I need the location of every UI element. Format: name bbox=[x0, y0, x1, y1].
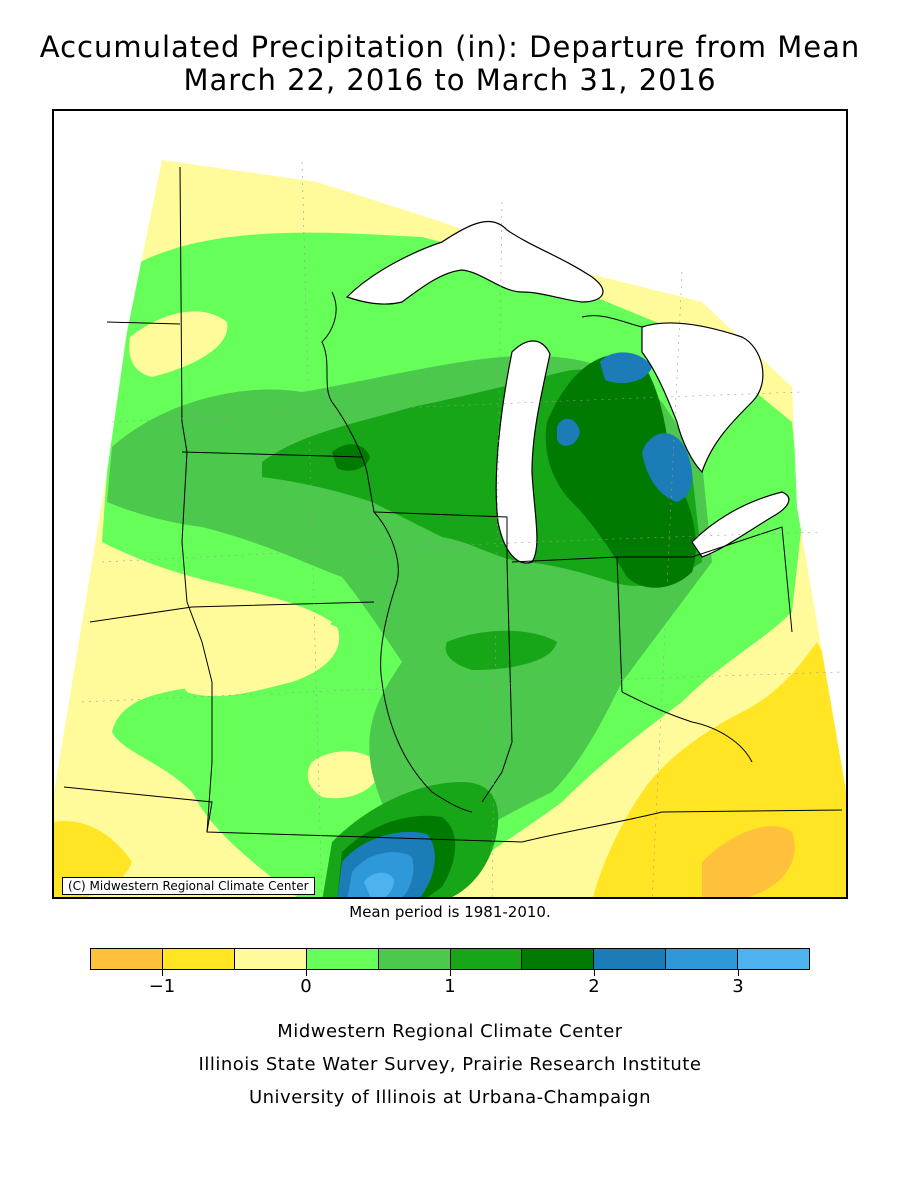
legend-swatch-7 bbox=[594, 949, 667, 969]
credit-uiuc: University of Illinois at Urbana-Champai… bbox=[248, 1087, 652, 1108]
green-zone-1.5-to-2-wi bbox=[332, 444, 370, 471]
credit-iswss: Illinois State Water Survey, Prairie Res… bbox=[198, 1054, 702, 1075]
legend-tick-0 bbox=[162, 970, 163, 976]
legend-swatch-1 bbox=[162, 949, 235, 969]
legend-tick-3 bbox=[594, 970, 595, 976]
orange-zone-minus-1-to-minus-1.5-ky bbox=[702, 826, 795, 897]
legend-tick-label-4: 3 bbox=[732, 976, 744, 997]
green-zone-1.5-to-2-mi bbox=[545, 354, 696, 588]
legend-tick-label-2: 1 bbox=[444, 976, 456, 997]
great-lakes bbox=[345, 220, 790, 564]
legend-swatch-3 bbox=[306, 949, 379, 969]
lake-huron bbox=[641, 322, 764, 474]
near-normal-pocket-mo bbox=[307, 751, 382, 799]
legend-tick-label-1: 0 bbox=[300, 976, 312, 997]
state-borders bbox=[63, 166, 843, 843]
legend-tick-label-3: 2 bbox=[588, 976, 600, 997]
legend-tick-2 bbox=[450, 970, 451, 976]
legend-tick-1 bbox=[306, 970, 307, 976]
legend-swatch-2 bbox=[234, 949, 307, 969]
lake-superior bbox=[345, 220, 604, 305]
green-zone-1-to-1.5-il bbox=[445, 630, 557, 670]
blue-zone-2-to-2.5-mi-thumb bbox=[642, 433, 693, 502]
credit-mrcc: Midwestern Regional Climate Center bbox=[277, 1021, 623, 1042]
legend-swatch-6 bbox=[522, 949, 595, 969]
legend-swatch-8 bbox=[666, 949, 739, 969]
legend-tick-4 bbox=[738, 970, 739, 976]
legend-swatch-4 bbox=[378, 949, 451, 969]
blue-zone-3-to-3.5-mo bbox=[364, 872, 394, 897]
near-normal-pocket-mn bbox=[129, 311, 228, 377]
color-legend bbox=[90, 948, 810, 970]
blue-zone-2-to-2.5-mi-north bbox=[600, 352, 652, 384]
lake-michigan bbox=[495, 340, 551, 564]
precipitation-map bbox=[54, 160, 846, 897]
map-frame: (C) Midwestern Regional Climate Center bbox=[52, 109, 848, 899]
lake-erie bbox=[691, 491, 790, 558]
legend-swatch-0 bbox=[91, 949, 163, 969]
graticule bbox=[81, 161, 843, 897]
map-copyright: (C) Midwestern Regional Climate Center bbox=[62, 877, 315, 895]
near-normal-pocket-ia bbox=[176, 599, 340, 697]
map-subtitle-dates: March 22, 2016 to March 31, 2016 bbox=[183, 63, 717, 97]
blue-zone-2-to-2.5-mi-central bbox=[557, 418, 580, 446]
legend-swatch-9 bbox=[738, 949, 810, 969]
legend-swatch-5 bbox=[450, 949, 523, 969]
map-title: Accumulated Precipitation (in): Departur… bbox=[39, 30, 861, 64]
legend-tick-label-0: −1 bbox=[148, 976, 176, 997]
mean-period-note: Mean period is 1981-2010. bbox=[349, 903, 551, 921]
